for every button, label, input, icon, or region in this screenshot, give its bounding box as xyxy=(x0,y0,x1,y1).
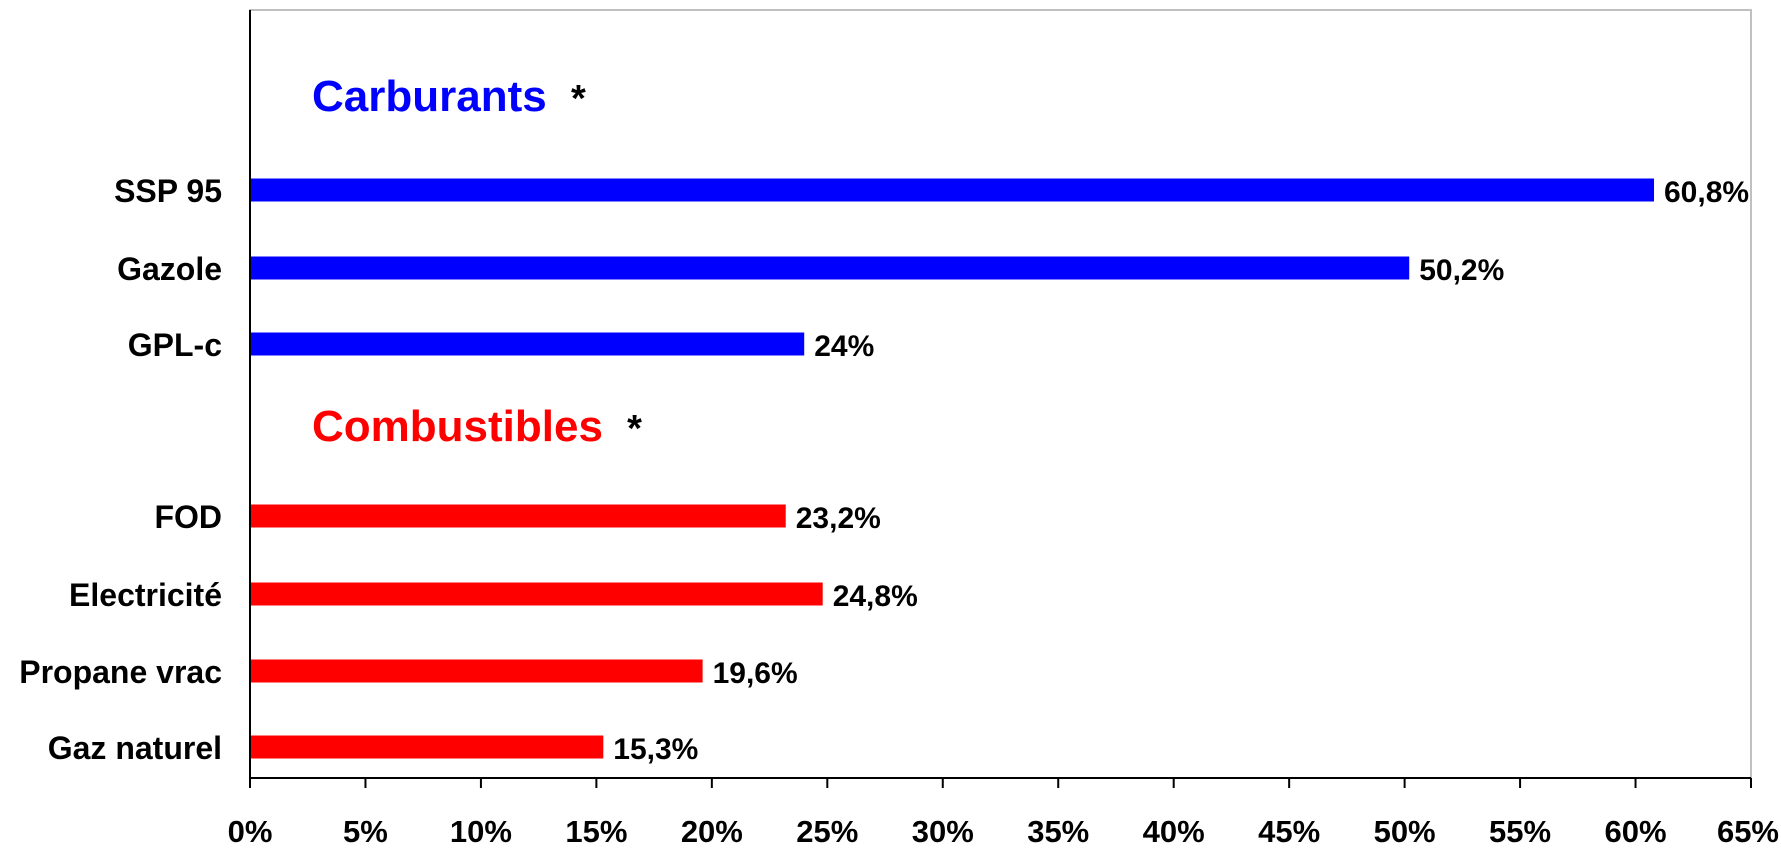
value-label-electricite: 24,8% xyxy=(833,580,918,613)
x-tick-label-15: 15% xyxy=(565,814,627,849)
x-tick-label-35: 35% xyxy=(1027,814,1089,849)
value-label-propane-vrac: 19,6% xyxy=(713,657,798,690)
group-title-combustibles-star: * xyxy=(627,408,642,450)
x-tick-label-25: 25% xyxy=(796,814,858,849)
category-label-propane-vrac: Propane vrac xyxy=(19,654,222,690)
x-tick-label-55: 55% xyxy=(1489,814,1551,849)
bar-gaz-naturel xyxy=(250,735,604,759)
x-tick-label-40: 40% xyxy=(1143,814,1205,849)
group-title-combustibles-text: Combustibles xyxy=(312,402,603,451)
value-label-gaz-naturel: 15,3% xyxy=(613,733,698,766)
bar-fod xyxy=(250,504,786,528)
bars-layer: SSP 95 60,8% Gazole 50,2% GPL-c 24% FOD 23,2% El… xyxy=(19,173,1749,766)
category-label-ssp-95: SSP 95 xyxy=(114,173,222,209)
x-tick-label-60: 60% xyxy=(1605,814,1667,849)
bar-electricite xyxy=(250,582,823,606)
group-title-combustibles: Combustibles * xyxy=(312,402,642,451)
x-tick-label-5: 5% xyxy=(343,814,388,849)
bar-gpl-c xyxy=(250,332,805,356)
axis-layer: 0% 5% 10% 15% 20% 25% 30% 35% 40% 45% 50% 55% 60% 65% xyxy=(228,10,1779,849)
value-label-ssp-95: 60,8% xyxy=(1664,176,1749,209)
category-label-electricite: Electricité xyxy=(69,577,222,613)
category-label-gaz-naturel: Gaz naturel xyxy=(48,730,222,766)
x-tick-label-45: 45% xyxy=(1258,814,1320,849)
x-tick-label-0: 0% xyxy=(228,814,273,849)
category-label-gpl-c: GPL-c xyxy=(128,327,222,363)
x-tick-label-10: 10% xyxy=(450,814,512,849)
category-label-fod: FOD xyxy=(154,499,222,535)
bar-ssp-95 xyxy=(250,178,1655,202)
group-title-carburants-star: * xyxy=(571,78,586,120)
x-tick-label-20: 20% xyxy=(681,814,743,849)
value-label-gpl-c: 24% xyxy=(814,330,874,363)
x-tick-label-50: 50% xyxy=(1374,814,1436,849)
bar-propane-vrac xyxy=(250,659,703,683)
bar-gazole xyxy=(250,256,1410,280)
x-tick-label-65: 65% xyxy=(1717,814,1779,849)
group-title-carburants: Carburants * xyxy=(312,72,586,121)
x-tick-label-30: 30% xyxy=(912,814,974,849)
group-title-carburants-text: Carburants xyxy=(312,72,547,121)
category-label-gazole: Gazole xyxy=(117,251,222,287)
value-label-gazole: 50,2% xyxy=(1419,254,1504,287)
value-label-fod: 23,2% xyxy=(796,502,881,535)
